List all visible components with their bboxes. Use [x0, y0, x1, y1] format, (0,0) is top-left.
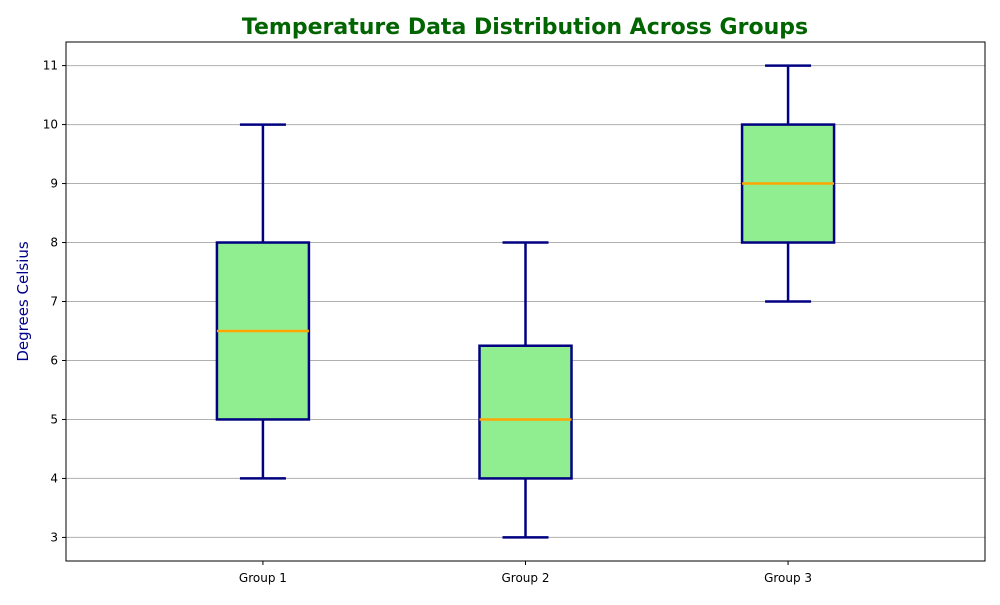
- y-tick-label: 8: [50, 236, 58, 250]
- x-axis-ticks: Group 1 Group 2 Group 3: [239, 561, 812, 585]
- x-tick-label: Group 1: [239, 571, 287, 585]
- x-tick-label: Group 2: [502, 571, 550, 585]
- box-3: [740, 64, 836, 303]
- box-1: [215, 123, 311, 480]
- y-tick-label: 6: [50, 353, 58, 367]
- y-axis-ticks: 3 4 5 6 7 8 9 10 11: [43, 59, 66, 544]
- x-tick-label: Group 3: [764, 571, 812, 585]
- box-2: [478, 241, 573, 539]
- chart-title: Temperature Data Distribution Across Gro…: [242, 15, 808, 40]
- y-tick-label: 4: [50, 471, 58, 485]
- y-tick-label: 7: [50, 295, 58, 309]
- y-tick-label: 10: [43, 118, 58, 132]
- y-tick-label: 11: [43, 59, 58, 73]
- box-series: [215, 64, 836, 539]
- y-tick-label: 3: [50, 530, 58, 544]
- y-tick-label: 9: [50, 177, 58, 191]
- iqr-box: [478, 344, 573, 480]
- y-axis-label: Degrees Celsius: [14, 241, 32, 362]
- y-tick-label: 5: [50, 412, 58, 426]
